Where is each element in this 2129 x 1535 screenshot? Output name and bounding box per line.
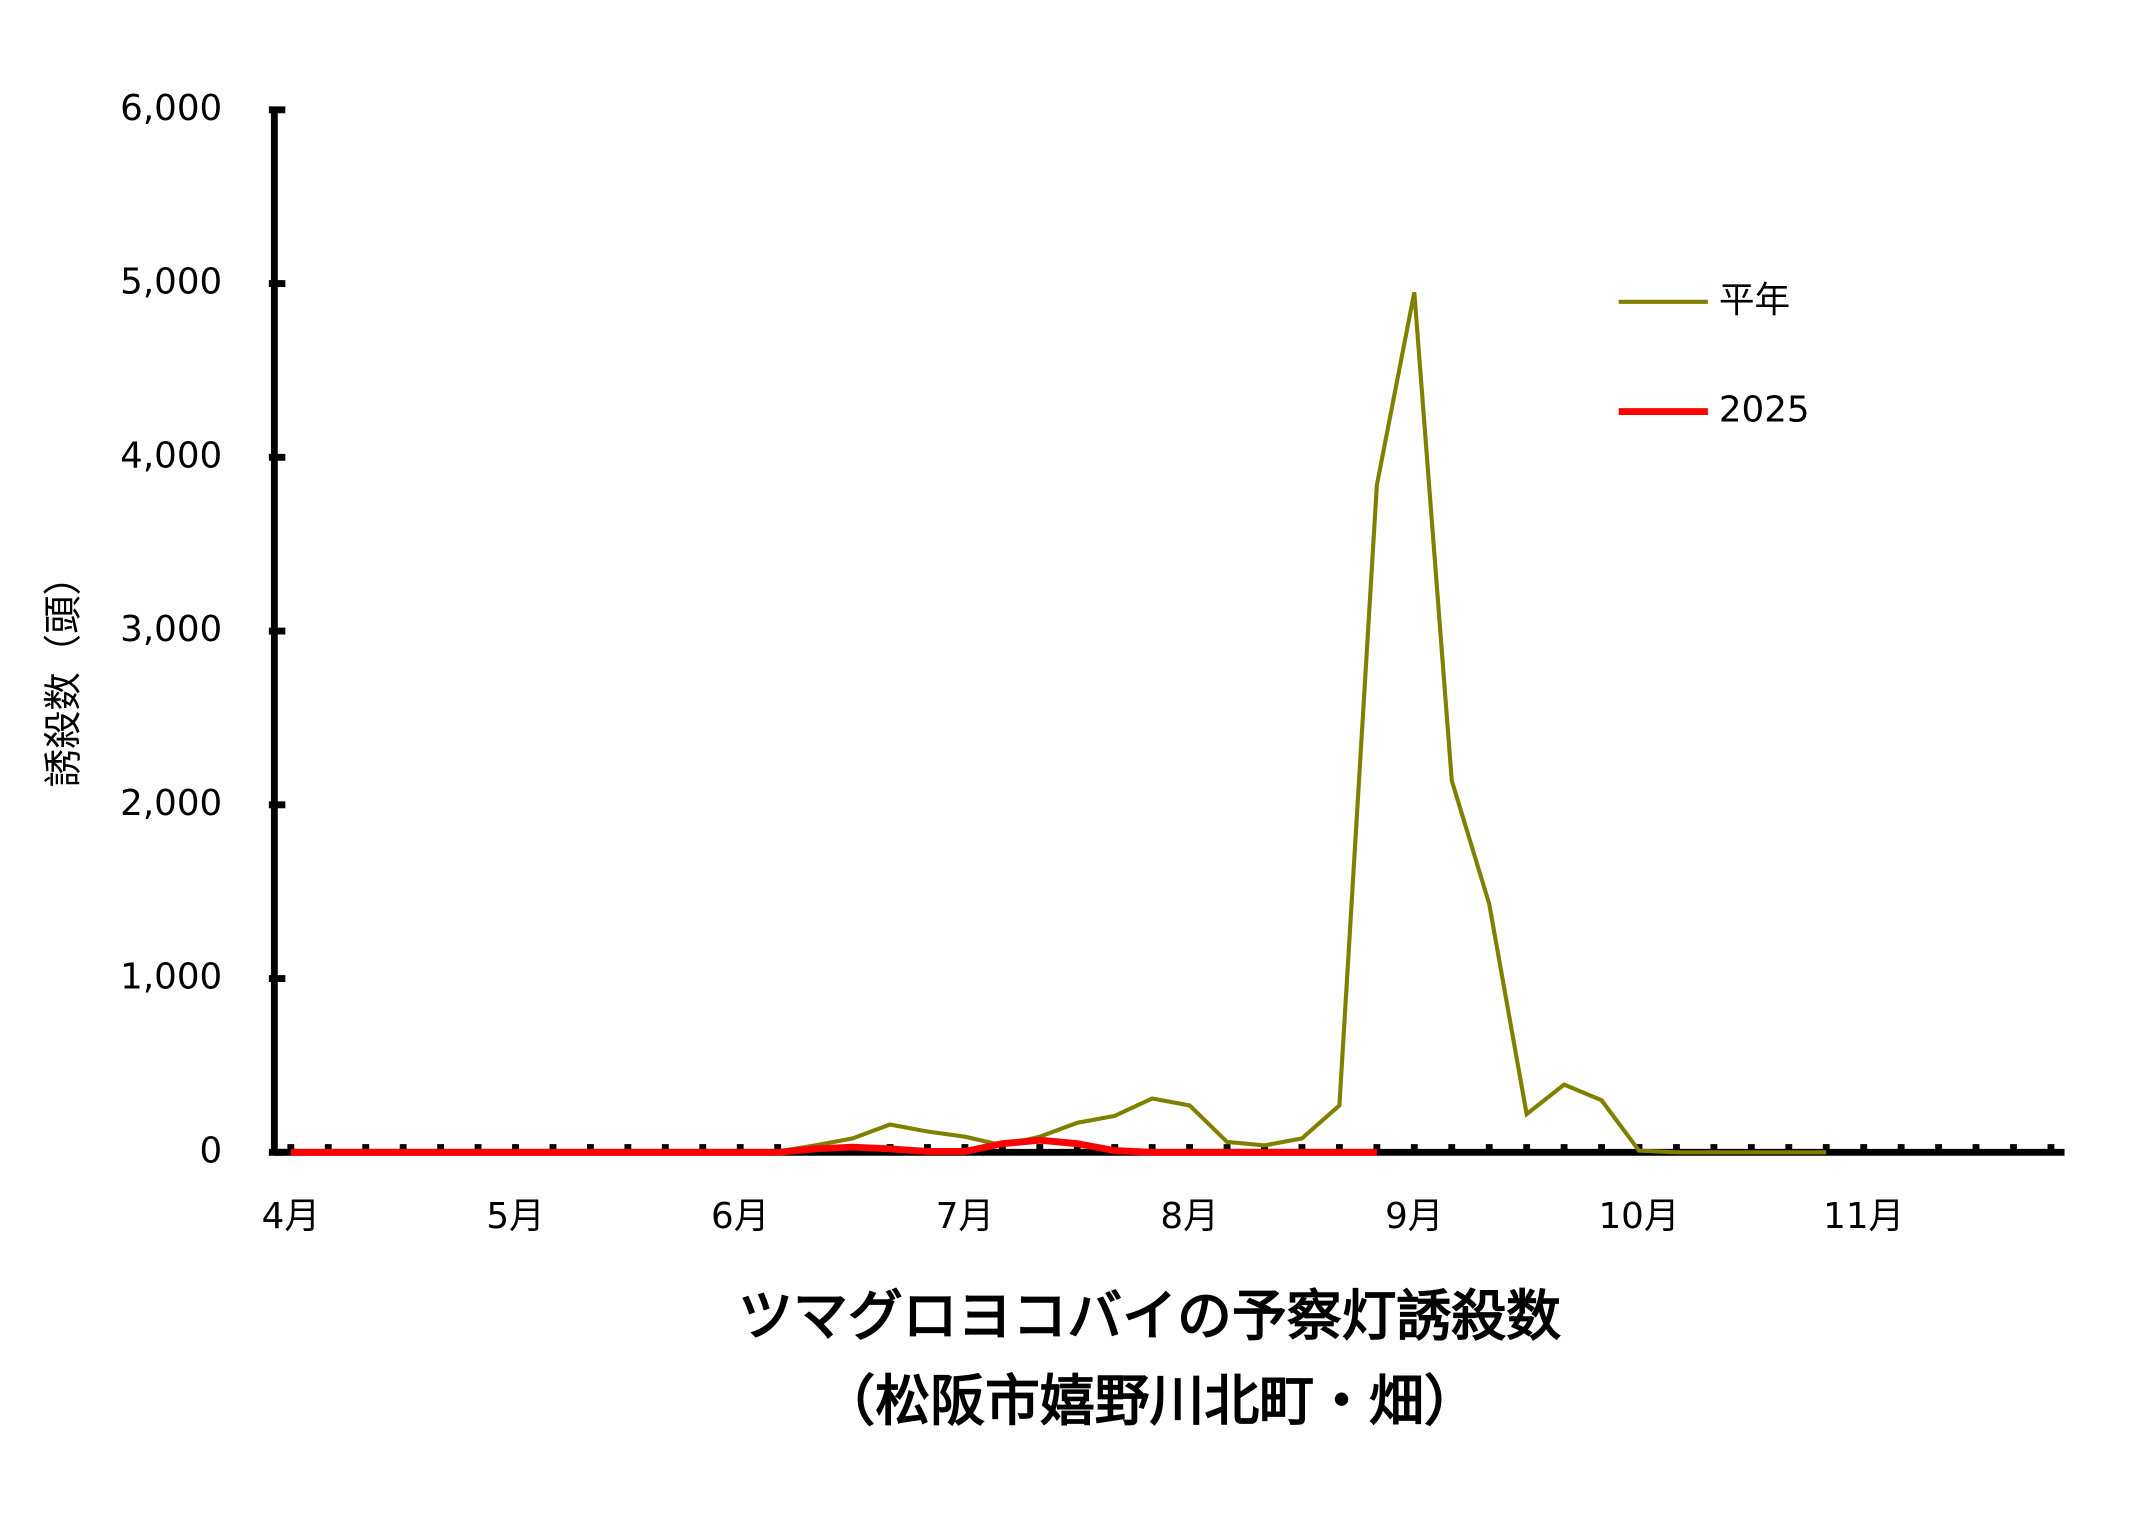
- x-tick-label: 11月: [1823, 1196, 1904, 1237]
- y-tick-label: 2,000: [120, 783, 222, 824]
- y-tick-label: 1,000: [120, 957, 222, 998]
- y-tick-label: 5,000: [120, 262, 222, 303]
- y-tick-label: 3,000: [120, 609, 222, 650]
- chart-title: ツマグロヨコバイの予察灯誘殺数: [738, 1284, 1561, 1348]
- x-tick-label: 8月: [1160, 1196, 1218, 1237]
- y-tick-label: 6,000: [120, 88, 222, 129]
- series-line: [290, 1136, 1377, 1156]
- x-tick-label: 6月: [711, 1196, 769, 1237]
- y-tick-label: 4,000: [120, 435, 222, 476]
- chart-subtitle: （松阪市嬉野川北町・畑）: [820, 1369, 1478, 1433]
- x-tick-label: 10月: [1598, 1196, 1679, 1237]
- legend-label: 2025: [1719, 390, 1810, 431]
- legend-label: 平年: [1719, 280, 1790, 321]
- y-axis-label: 誘殺数（頭）: [41, 557, 86, 787]
- x-tick-label: 5月: [486, 1196, 544, 1237]
- y-tick-label: 0: [200, 1130, 223, 1171]
- series-line: [290, 291, 1827, 1155]
- x-tick-label: 9月: [1385, 1196, 1443, 1237]
- x-tick-label: 4月: [262, 1196, 320, 1237]
- x-tick-label: 7月: [936, 1196, 994, 1237]
